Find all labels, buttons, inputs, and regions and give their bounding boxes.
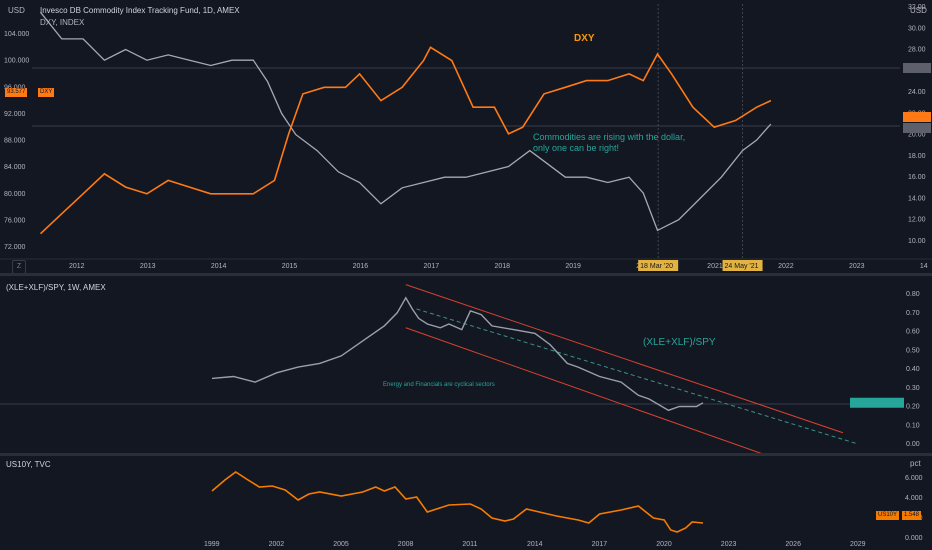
commodity-price-marker [903, 63, 931, 73]
dxy-right-marker [903, 112, 931, 122]
us10y-series-line [211, 471, 704, 533]
top-x-axis-tick-label: 14 [920, 263, 928, 270]
channel-upper-line [405, 284, 844, 434]
bottom-x-axis-tick-label: 1999 [204, 541, 220, 548]
ratio-series-line [211, 296, 704, 412]
left-axis-tick-label: 96.000 [4, 84, 26, 91]
top-x-axis-tick-label: 2017 [424, 263, 440, 270]
middle-background [0, 276, 932, 453]
top-x-axis-tick-label: 2016 [353, 263, 369, 270]
us10y-label-tag: US10Y [876, 511, 900, 520]
bottom-x-axis-tick-label: 2017 [592, 541, 608, 548]
bottom-x-axis-tick-label: 2029 [850, 541, 866, 548]
middle-axis-tick-label: 0.40 [906, 366, 920, 373]
bottom-axis-unit: pct [910, 459, 921, 468]
left-axis-unit: USD [8, 6, 25, 15]
ratio-annotation: (XLE+XLF)/SPY [643, 337, 716, 348]
date-marker-label: 24 May '21 [725, 263, 759, 270]
middle-axis-tick-label: 0.30 [906, 385, 920, 392]
bottom-axis-tick-label: 4.000 [905, 495, 923, 502]
bottom-x-axis-tick-label: 2005 [333, 541, 349, 548]
top-background [0, 0, 932, 273]
zoom-reset-icon[interactable]: Z [12, 260, 26, 274]
bottom-axis-tick-label: 0.000 [905, 535, 923, 542]
top-x-axis-tick-label: 2022 [778, 263, 794, 270]
left-axis-tick-label: 92.000 [4, 111, 26, 118]
dxy-price-tag: 93.577 [5, 88, 28, 97]
bottom-x-axis-tick-label: 2002 [269, 541, 285, 548]
top-x-axis-tick-label: 2013 [140, 263, 156, 270]
middle-axis-tick-label: 0.10 [906, 422, 920, 429]
right-axis-tick-label: 16.00 [908, 174, 926, 181]
pane-separator-1[interactable] [0, 273, 932, 276]
middle-axis-tick-label: 0.00 [906, 441, 920, 448]
middle-axis-tick-label: 0.70 [906, 310, 920, 317]
date-marker-tag [722, 260, 763, 271]
left-axis-tick-label: 84.000 [4, 164, 26, 171]
top-x-axis-tick-label: 2019 [565, 263, 581, 270]
bottom-x-axis-tick-label: 2020 [656, 541, 672, 548]
bottom-x-axis-tick-label: 2023 [721, 541, 737, 548]
top-x-axis-tick-label: 2021 [707, 263, 723, 270]
left-axis-tick-label: 80.000 [4, 191, 26, 198]
right-axis-unit: USD [910, 6, 927, 15]
top-legend-sub[interactable]: DXY, INDEX [40, 18, 85, 27]
top-chart[interactable]: 104.000 100.000 96.000 92.000 88.000 84.000 80… [0, 0, 932, 273]
top-x-axis-tick-label: 2014 [211, 263, 227, 270]
top-pane[interactable]: 104.000 100.000 96.000 92.000 88.000 84.000 80… [0, 0, 932, 274]
right-axis-tick-label: 20.00 [908, 132, 926, 139]
top-legend-title[interactable]: Invesco DB Commodity Index Tracking Fund… [40, 6, 240, 15]
middle-axis-tick-label: 0.50 [906, 347, 920, 354]
right-axis-tick-label: 24.00 [908, 89, 926, 96]
right-axis-tick-label: 12.00 [908, 217, 926, 224]
bottom-x-axis-tick-label: 2008 [398, 541, 414, 548]
right-axis-tick-label: 30.00 [908, 25, 926, 32]
left-axis-tick-label: 72.000 [4, 244, 26, 251]
commodities-note-line1: Commodities are rising with the dollar, [533, 132, 686, 142]
date-marker-label: 18 Mar '20 [640, 263, 673, 270]
left-axis-tick-label: 88.000 [4, 138, 26, 145]
pane-separator-2[interactable] [0, 453, 932, 456]
middle-axis-tick-label: 0.80 [906, 291, 920, 298]
dxy-annotation: DXY [574, 33, 595, 44]
middle-axis-tick-label: 0.20 [906, 404, 920, 411]
bottom-x-axis-tick-label: 2026 [785, 541, 801, 548]
right-axis-tick-label: 28.00 [908, 47, 926, 54]
top-x-axis-tick-label: 2018 [494, 263, 510, 270]
left-axis-tick-label: 100.000 [4, 58, 29, 65]
middle-chart[interactable]: 0.80 0.70 0.60 0.50 0.40 0.30 0.20 0.10 0.00 [0, 276, 932, 453]
channel-lower-line [405, 327, 762, 453]
left-axis-tick-label: 76.000 [4, 217, 26, 224]
commodities-note-line2: only one can be right! [533, 143, 620, 153]
left-axis-tick-label: 104.000 [4, 31, 29, 38]
right-axis-tick-label: 18.00 [908, 153, 926, 160]
middle-legend-title[interactable]: (XLE+XLF)/SPY, 1W, AMEX [6, 283, 106, 292]
right-axis-tick-label: 32.00 [908, 4, 926, 11]
bottom-axis-tick-label: 6.000 [905, 475, 923, 482]
top-x-axis-tick-label: 2015 [282, 263, 298, 270]
middle-axis-tick-label: 0.60 [906, 329, 920, 336]
commodity-right-marker [903, 123, 931, 133]
dxy-label-tag: DXY [38, 88, 55, 97]
bottom-x-axis-tick-label: 2011 [462, 541, 477, 548]
bottom-pane[interactable]: 6.0004.0002.0000.00019992002200520082011… [0, 456, 932, 550]
right-axis-tick-label: 10.00 [908, 238, 926, 245]
date-marker-tag [638, 260, 679, 271]
right-axis-tick-label: 14.00 [908, 195, 926, 202]
bottom-background [0, 456, 932, 550]
top-x-axis-tick-label: 2012 [69, 263, 85, 270]
commodity-series-line [39, 11, 772, 232]
cyclical-note: Energy and Financials are cyclical secto… [383, 382, 495, 388]
us10y-value-tag: 1.548 [902, 511, 922, 520]
bottom-x-axis-tick-label: 2014 [527, 541, 543, 548]
middle-pane[interactable]: 0.80 0.70 0.60 0.50 0.40 0.30 0.20 0.10 0.00 (XL… [0, 276, 932, 453]
top-x-axis-tick-label: 2023 [849, 263, 865, 270]
bottom-chart[interactable]: 6.0004.0002.0000.00019992002200520082011… [0, 456, 932, 550]
ratio-price-marker [850, 397, 904, 408]
dxy-series-line [39, 46, 772, 235]
bottom-legend-title[interactable]: US10Y, TVC [6, 460, 51, 469]
